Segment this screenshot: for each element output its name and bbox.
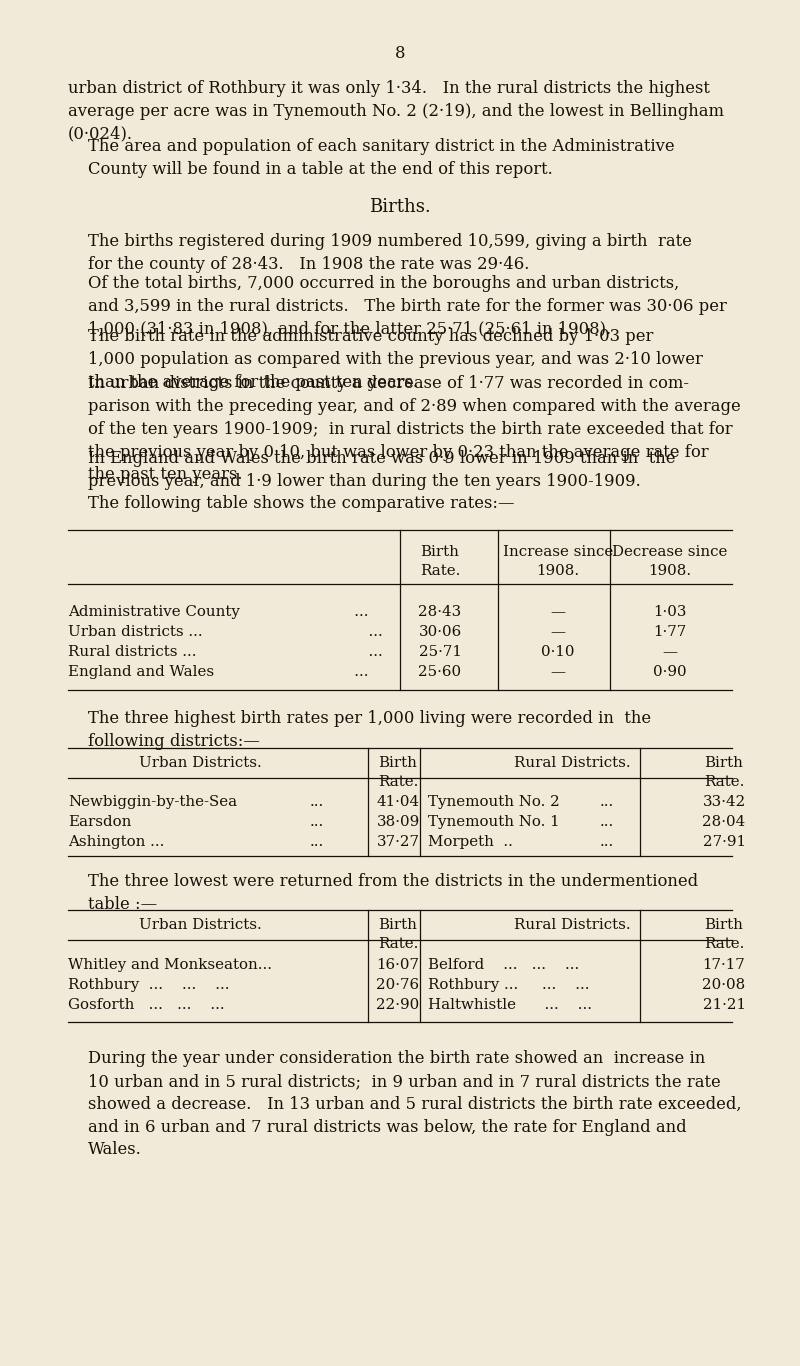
Text: 38·09: 38·09 <box>376 816 420 829</box>
Text: ...: ... <box>600 835 614 850</box>
Text: Administrative County: Administrative County <box>68 605 240 619</box>
Text: In England and Wales the birth rate was 0·9 lower in 1909 than in  the
previous : In England and Wales the birth rate was … <box>88 449 675 490</box>
Text: The area and population of each sanitary district in the Administrative
County w: The area and population of each sanitary… <box>88 138 674 178</box>
Text: Birth
Rate.: Birth Rate. <box>704 755 744 790</box>
Text: Ashington ...: Ashington ... <box>68 835 164 850</box>
Text: Earsdon: Earsdon <box>68 816 131 829</box>
Text: During the year under consideration the birth rate showed an  increase in
10 urb: During the year under consideration the … <box>88 1050 742 1158</box>
Text: Rothbury ...     ...    ...: Rothbury ... ... ... <box>428 978 590 992</box>
Text: ...: ... <box>340 605 369 619</box>
Text: Belford    ...   ...    ...: Belford ... ... ... <box>428 958 579 973</box>
Text: ...: ... <box>340 645 382 658</box>
Text: 1·77: 1·77 <box>654 626 686 639</box>
Text: ...: ... <box>340 665 369 679</box>
Text: The birth rate in the administrative county has declined by 1·03 per
1,000 popul: The birth rate in the administrative cou… <box>88 328 703 391</box>
Text: —: — <box>662 645 678 658</box>
Text: —: — <box>550 665 566 679</box>
Text: Haltwhistle      ...    ...: Haltwhistle ... ... <box>428 999 592 1012</box>
Text: ...: ... <box>310 816 324 829</box>
Text: 22·90: 22·90 <box>376 999 420 1012</box>
Text: 37·27: 37·27 <box>377 835 419 850</box>
Text: Newbiggin-by-the-Sea: Newbiggin-by-the-Sea <box>68 795 237 809</box>
Text: —: — <box>550 626 566 639</box>
Text: 20·76: 20·76 <box>377 978 419 992</box>
Text: In urban districts in the county a decrease of 1·77 was recorded in com-
parison: In urban districts in the county a decre… <box>88 376 741 484</box>
Text: Birth
Rate.: Birth Rate. <box>378 755 418 790</box>
Text: Tynemouth No. 2: Tynemouth No. 2 <box>428 795 560 809</box>
Text: The following table shows the comparative rates:—: The following table shows the comparativ… <box>88 494 514 512</box>
Text: 1·03: 1·03 <box>654 605 686 619</box>
Text: Of the total births, 7,000 occurred in the boroughs and urban districts,
and 3,5: Of the total births, 7,000 occurred in t… <box>88 275 727 337</box>
Text: ...: ... <box>600 795 614 809</box>
Text: urban district of Rothbury it was only 1·34.   In the rural districts the highes: urban district of Rothbury it was only 1… <box>68 81 724 142</box>
Text: Urban Districts.: Urban Districts. <box>138 755 262 770</box>
Text: 25·60: 25·60 <box>418 665 462 679</box>
Text: 0·90: 0·90 <box>653 665 687 679</box>
Text: Urban districts ...: Urban districts ... <box>68 626 202 639</box>
Text: 20·08: 20·08 <box>702 978 746 992</box>
Text: England and Wales: England and Wales <box>68 665 214 679</box>
Text: Decrease since
1908.: Decrease since 1908. <box>612 545 728 578</box>
Text: The three highest birth rates per 1,000 living were recorded in  the
following d: The three highest birth rates per 1,000 … <box>88 710 651 750</box>
Text: Rural Districts.: Rural Districts. <box>514 918 630 932</box>
Text: Urban Districts.: Urban Districts. <box>138 918 262 932</box>
Text: ...: ... <box>310 795 324 809</box>
Text: 25·71: 25·71 <box>418 645 462 658</box>
Text: Births.: Births. <box>369 198 431 216</box>
Text: Whitley and Monkseaton...: Whitley and Monkseaton... <box>68 958 272 973</box>
Text: 28·04: 28·04 <box>702 816 746 829</box>
Text: 17·17: 17·17 <box>702 958 746 973</box>
Text: Rural districts ...: Rural districts ... <box>68 645 197 658</box>
Text: The three lowest were returned from the districts in the undermentioned
table :—: The three lowest were returned from the … <box>88 873 698 912</box>
Text: Morpeth  ..: Morpeth .. <box>428 835 513 850</box>
Text: 33·42: 33·42 <box>702 795 746 809</box>
Text: ...: ... <box>600 816 614 829</box>
Text: 0·10: 0·10 <box>542 645 574 658</box>
Text: 27·91: 27·91 <box>702 835 746 850</box>
Text: Birth
Rate.: Birth Rate. <box>420 545 460 578</box>
Text: Increase since
1908.: Increase since 1908. <box>503 545 613 578</box>
Text: Rothbury  ...    ...    ...: Rothbury ... ... ... <box>68 978 230 992</box>
Text: —: — <box>550 605 566 619</box>
Text: ...: ... <box>310 835 324 850</box>
Text: 41·04: 41·04 <box>377 795 419 809</box>
Text: 8: 8 <box>394 45 406 61</box>
Text: 30·06: 30·06 <box>418 626 462 639</box>
Text: ...: ... <box>340 626 382 639</box>
Text: 21·21: 21·21 <box>702 999 746 1012</box>
Text: Rural Districts.: Rural Districts. <box>514 755 630 770</box>
Text: Gosforth   ...   ...    ...: Gosforth ... ... ... <box>68 999 225 1012</box>
Text: Birth
Rate.: Birth Rate. <box>704 918 744 951</box>
Text: 28·43: 28·43 <box>418 605 462 619</box>
Text: 16·07: 16·07 <box>377 958 419 973</box>
Text: Tynemouth No. 1: Tynemouth No. 1 <box>428 816 560 829</box>
Text: Birth
Rate.: Birth Rate. <box>378 918 418 951</box>
Text: The births registered during 1909 numbered 10,599, giving a birth  rate
for the : The births registered during 1909 number… <box>88 234 692 273</box>
